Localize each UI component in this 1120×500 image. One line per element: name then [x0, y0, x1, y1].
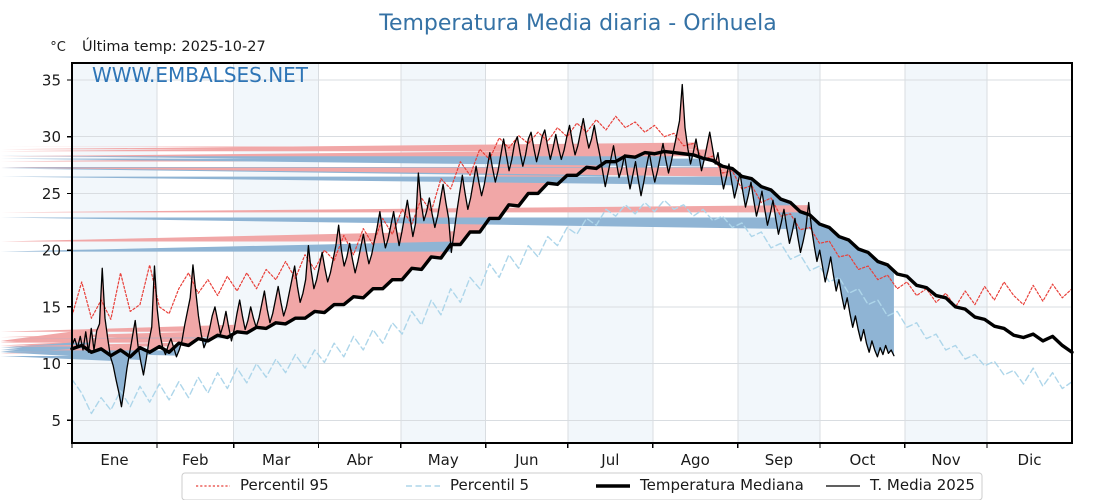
area-above-median — [0, 270, 111, 356]
legend-label-percentil-95: Percentil 95 — [240, 476, 329, 494]
x-tick-label-jul: Jul — [600, 451, 619, 469]
area-above-median — [0, 338, 78, 349]
last-temp-label: Última temp: 2025-10-27 — [82, 37, 266, 55]
area-above-median — [0, 321, 140, 357]
series-line-t-media-2025 — [71, 83, 895, 408]
month-background-bands — [72, 63, 988, 443]
x-tick-label-mar: Mar — [262, 451, 291, 469]
month-band-sep — [737, 63, 820, 443]
x-axis-tick-labels: Ene Feb Mar Abr May Jun Jul Ago Sep Oct Nov Dic — [100, 451, 1041, 469]
axis-tick-marks — [67, 79, 988, 448]
legend-label-temperatura-mediana: Temperatura Mediana — [639, 476, 804, 494]
y-tick-label-15: 15 — [42, 298, 61, 316]
x-tick-label-dic: Dic — [1018, 451, 1042, 469]
series-line-percentil-95 — [71, 115, 1073, 320]
y-tick-label-25: 25 — [42, 185, 61, 203]
series-layer — [0, 83, 1074, 415]
plot-frame — [71, 62, 1073, 444]
page-title: Temperatura Media diaria - Orihuela — [378, 11, 776, 36]
month-band-ene — [72, 63, 157, 443]
legend-background — [181, 472, 983, 500]
plot-area: 5 10 15 20 25 30 35 Ene Feb Mar Abr May Jun Jul Ago Se… — [0, 62, 1074, 469]
y-axis-unit-label: °C — [50, 40, 66, 55]
legend: Percentil 95 Percentil 5 Temperatura Media… — [181, 472, 983, 500]
area-below-median — [0, 156, 705, 169]
y-tick-label-5: 5 — [51, 412, 61, 430]
x-tick-label-ago: Ago — [681, 451, 710, 469]
area-above-median — [0, 308, 231, 341]
x-tick-label-may: May — [428, 451, 459, 469]
month-band-jul — [567, 63, 653, 443]
x-tick-label-abr: Abr — [347, 451, 374, 469]
x-tick-label-feb: Feb — [182, 451, 209, 469]
legend-label-percentil-5: Percentil 5 — [450, 476, 529, 494]
area-below-median — [0, 342, 149, 374]
area-above-median — [0, 175, 452, 334]
series-line-temperatura-mediana — [70, 149, 1074, 359]
x-tick-label-oct: Oct — [849, 451, 875, 469]
x-tick-label-nov: Nov — [931, 451, 960, 469]
month-band-mar — [233, 63, 319, 443]
y-tick-label-20: 20 — [42, 242, 61, 260]
y-tick-label-10: 10 — [42, 355, 61, 373]
legend-items: Percentil 95 Percentil 5 Temperatura Media… — [196, 476, 975, 494]
area-below-median — [0, 241, 453, 252]
y-axis-tick-labels: 5 10 15 20 25 30 35 — [42, 72, 61, 430]
y-tick-label-30: 30 — [42, 128, 61, 146]
x-tick-label-sep: Sep — [765, 451, 793, 469]
month-band-nov — [904, 63, 988, 443]
y-tick-label-35: 35 — [42, 72, 61, 90]
series-line-percentil-5 — [71, 199, 1073, 415]
legend-label-t-media-2025: T. Media 2025 — [869, 476, 975, 494]
area-above-median — [0, 167, 731, 177]
watermark-label: WWW.EMBALSES.NET — [92, 63, 309, 87]
x-tick-label-jun: Jun — [514, 451, 538, 469]
area-above-median — [0, 142, 700, 159]
x-tick-label-ene: Ene — [100, 451, 128, 469]
